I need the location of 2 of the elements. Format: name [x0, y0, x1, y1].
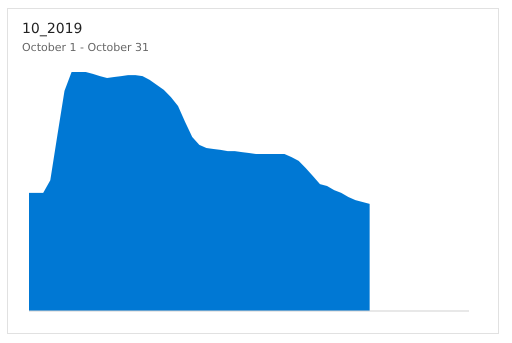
chart-subtitle: October 1 - October 31 — [22, 41, 149, 54]
chart-title: 10_2019 — [22, 21, 82, 37]
